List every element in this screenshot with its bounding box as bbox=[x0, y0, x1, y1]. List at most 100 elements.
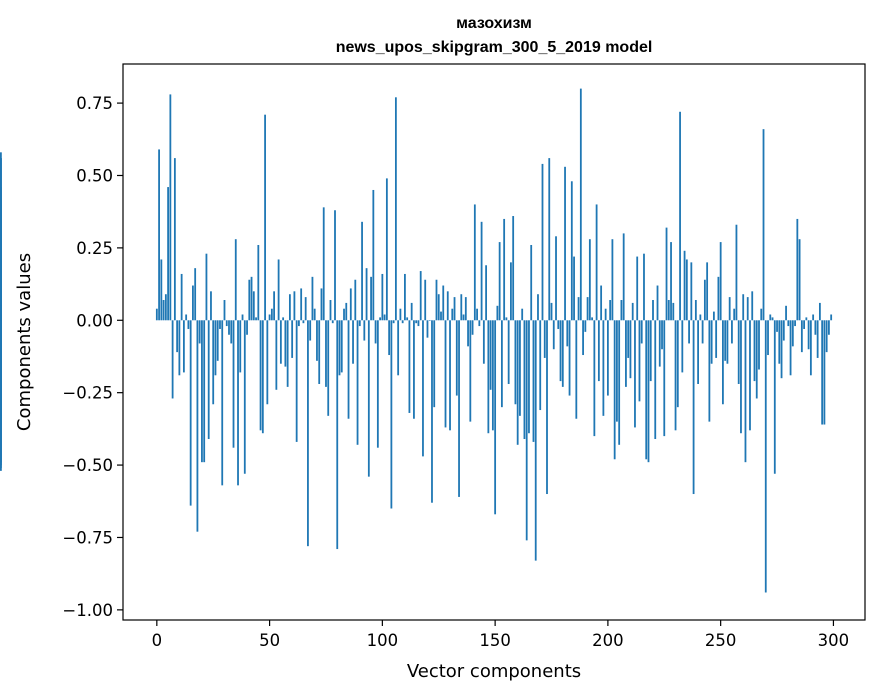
bar-218 bbox=[647, 320, 650, 463]
bar-69 bbox=[311, 276, 314, 321]
bar-114 bbox=[413, 320, 415, 419]
bar-39 bbox=[243, 320, 246, 474]
bar-245 bbox=[708, 320, 711, 422]
bar-44 bbox=[255, 317, 257, 321]
bar-296 bbox=[823, 320, 826, 425]
chart-title: мазохизм bbox=[456, 15, 532, 32]
bar-199 bbox=[604, 308, 607, 321]
x-tick-label: 150 bbox=[479, 631, 511, 650]
bar-279 bbox=[785, 305, 787, 321]
bar-59 bbox=[288, 294, 291, 321]
bar-192 bbox=[588, 239, 591, 321]
bar-133 bbox=[455, 320, 458, 396]
bar-56 bbox=[282, 317, 285, 321]
bar-240 bbox=[697, 320, 699, 384]
bar-217 bbox=[645, 320, 648, 460]
y-axis-label: Components values bbox=[14, 253, 35, 431]
bar-103 bbox=[388, 320, 391, 356]
bar-19 bbox=[198, 320, 201, 344]
bar-111 bbox=[406, 317, 409, 321]
bar-168 bbox=[534, 320, 537, 561]
bar-140 bbox=[471, 320, 474, 335]
bar-53 bbox=[275, 320, 278, 390]
bar-183 bbox=[568, 320, 571, 396]
bar-195 bbox=[595, 204, 598, 321]
bar-206 bbox=[620, 300, 623, 321]
bar-93 bbox=[365, 268, 368, 321]
plot-frame bbox=[122, 63, 866, 621]
bar-252 bbox=[724, 320, 727, 361]
bar-58 bbox=[286, 320, 289, 387]
bar-28 bbox=[219, 320, 221, 329]
x-tick-label: 250 bbox=[705, 631, 737, 650]
bar-158 bbox=[512, 216, 515, 321]
bar-40 bbox=[246, 320, 248, 335]
bar-207 bbox=[622, 233, 625, 321]
bar-179 bbox=[559, 320, 562, 382]
bar-144 bbox=[480, 221, 483, 321]
x-axis-label: Vector components bbox=[407, 661, 581, 682]
bar-43 bbox=[252, 291, 255, 321]
bar-177 bbox=[555, 236, 557, 321]
bar-87 bbox=[352, 320, 354, 364]
x-tick-label: 0 bbox=[152, 631, 163, 650]
bar-38 bbox=[241, 314, 244, 321]
bar-289 bbox=[807, 320, 810, 350]
bar-138 bbox=[467, 320, 469, 347]
bar-undefined bbox=[0, 305, 2, 321]
bar-209 bbox=[627, 320, 630, 358]
bar-250 bbox=[719, 242, 722, 321]
bar-7 bbox=[171, 320, 174, 399]
bar-91 bbox=[361, 221, 363, 321]
bar-181 bbox=[564, 166, 566, 321]
bar-99 bbox=[379, 317, 381, 321]
bar-145 bbox=[482, 320, 485, 364]
bar-174 bbox=[548, 158, 551, 321]
bar-122 bbox=[431, 320, 433, 503]
bar-9 bbox=[176, 320, 179, 353]
y-tick-label: −0.25 bbox=[62, 384, 113, 403]
bar-272 bbox=[769, 314, 772, 321]
bar-237 bbox=[690, 262, 693, 321]
x-tick-label: 100 bbox=[367, 631, 399, 650]
bar-35 bbox=[234, 239, 237, 321]
bar-75 bbox=[325, 320, 327, 387]
bar-25 bbox=[212, 320, 215, 405]
bar-95 bbox=[370, 276, 372, 321]
y-axis-ticks: 0.75 0.50 0.25 0.00 −0.25 −0.50 −0.75 −1.00 bbox=[62, 94, 123, 620]
bar-142 bbox=[476, 308, 478, 321]
bar-12 bbox=[182, 320, 185, 373]
bar-105 bbox=[392, 320, 395, 324]
y-tick-label: 0.75 bbox=[76, 94, 113, 113]
bar-30 bbox=[223, 300, 226, 321]
bar-2 bbox=[160, 259, 163, 321]
bar-54 bbox=[277, 259, 280, 321]
bar-178 bbox=[557, 320, 560, 329]
bar-189 bbox=[582, 320, 584, 356]
bar-202 bbox=[611, 239, 614, 321]
bar-8 bbox=[173, 158, 176, 321]
bars bbox=[0, 88, 833, 593]
chart-subtitle: news_upos_skipgram_300_5_2019 model bbox=[336, 39, 653, 56]
bar-22 bbox=[205, 253, 208, 321]
bar-228 bbox=[670, 242, 672, 321]
bar-68 bbox=[309, 320, 312, 341]
bar-57 bbox=[284, 320, 287, 367]
bar-undefined bbox=[0, 152, 2, 321]
bar-299 bbox=[830, 314, 833, 321]
bar-32 bbox=[228, 320, 230, 335]
bar-290 bbox=[809, 320, 812, 376]
bar-26 bbox=[214, 320, 217, 376]
bar-31 bbox=[225, 320, 228, 327]
bar-221 bbox=[654, 320, 657, 440]
bar-269 bbox=[762, 129, 765, 321]
bar-6 bbox=[169, 94, 172, 321]
bar-112 bbox=[408, 320, 411, 413]
bar-71 bbox=[316, 320, 318, 361]
bar-232 bbox=[679, 111, 681, 321]
bar-291 bbox=[812, 314, 815, 321]
bar-239 bbox=[694, 300, 697, 321]
bar-153 bbox=[500, 320, 503, 408]
bar-188 bbox=[579, 88, 582, 321]
bar-110 bbox=[404, 273, 406, 321]
